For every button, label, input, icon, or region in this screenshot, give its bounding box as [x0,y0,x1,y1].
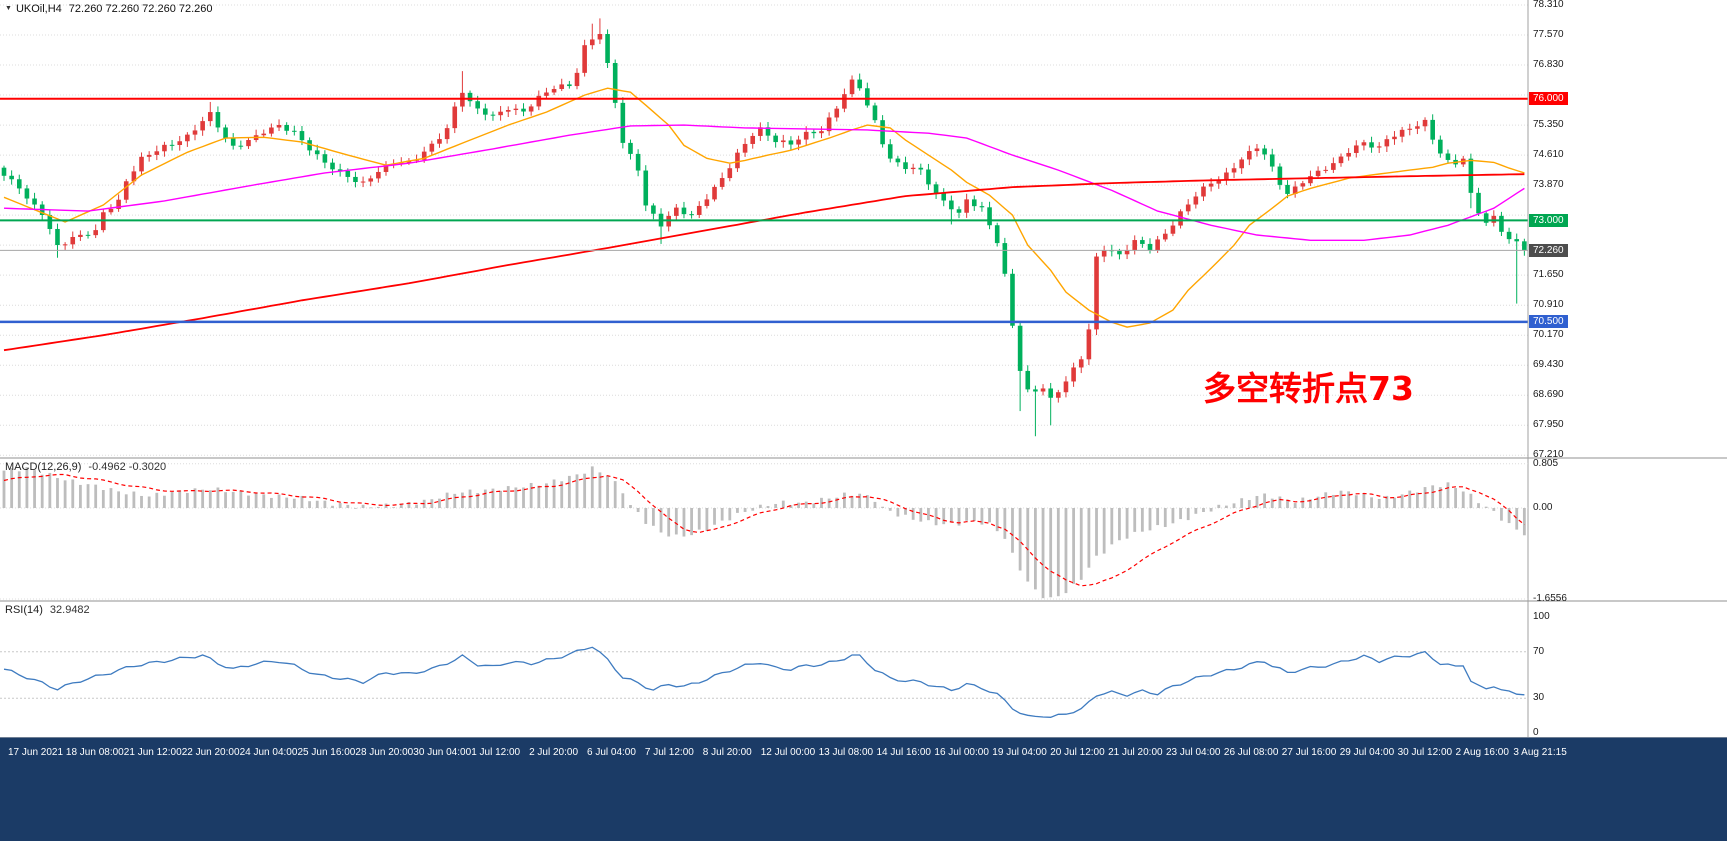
time-label: 12 Jul 00:00 [760,747,816,758]
last-price-badge: 72.260 [1529,243,1568,257]
macd-scale-tick: 0.00 [1533,502,1553,513]
time-label: 20 Jul 12:00 [1050,747,1105,758]
time-label: 21 Jul 20:00 [1108,747,1163,758]
time-label: 28 Jun 20:00 [355,747,414,758]
time-label: 27 Jul 16:00 [1281,747,1337,758]
time-label: 24 Jun 04:00 [239,747,298,758]
time-label: 16 Jul 00:00 [934,747,989,758]
rsi-scale-tick: 100 [1533,611,1550,622]
time-label: 21 Jun 12:00 [123,747,182,758]
price-tick: 68.690 [1533,389,1564,401]
rsi-indicator-name: RSI(14) [5,604,43,616]
rsi-scale-tick: 30 [1533,692,1545,704]
level-price-badge: 70.500 [1529,315,1568,329]
price-tick: 69.430 [1533,359,1564,371]
time-label: 3 Aug 21:15 [1513,747,1567,758]
price-tick: 67.950 [1533,419,1564,431]
price-tick: 70.170 [1533,329,1564,341]
rsi-indicator-value: 32.9482 [49,604,90,616]
macd-panel-label: MACD(12,26,9) -0.4962 -0.3020 [5,461,166,473]
symbol-info: ▼ UKOil,H4 72.260 72.260 72.260 72.260 [5,3,213,15]
price-tick: 74.610 [1533,149,1564,161]
annotation-text: 多空转折点73 [1203,369,1414,408]
price-tick: 67.210 [1533,449,1564,461]
time-label: 23 Jul 04:00 [1166,747,1221,758]
time-label: 19 Jul 04:00 [992,747,1047,758]
time-label: 14 Jul 16:00 [876,747,932,758]
rsi-scale-tick: 0 [1533,727,1539,738]
price-tick: 78.310 [1533,0,1564,10]
level-price-badge: 73.000 [1529,213,1568,227]
macd-indicator-name: MACD(12,26,9) [5,461,82,473]
time-label: 8 Jul 20:00 [702,747,752,758]
level-price-badge: 76.000 [1529,92,1568,106]
price-tick: 76.830 [1533,59,1564,71]
price-tick: 77.570 [1533,29,1564,41]
time-label: 26 Jul 08:00 [1223,747,1279,758]
macd-indicator-values: -0.4962 -0.3020 [88,461,167,473]
time-label: 29 Jul 04:00 [1339,747,1395,758]
time-label: 6 Jul 04:00 [587,747,636,758]
time-label: 18 Jun 08:00 [65,747,124,758]
time-label: 1 Jul 12:00 [471,747,521,758]
macd-scale-tick: -1.6556 [1533,593,1567,605]
rsi-scale-tick: 70 [1533,645,1545,657]
triangle-down-icon: ▼ [5,5,12,12]
price-tick: 73.870 [1533,179,1564,191]
time-label: 25 Jun 16:00 [297,747,356,758]
time-label: 17 Jun 2021 [8,747,64,758]
time-label: 13 Jul 08:00 [818,747,874,758]
time-label: 22 Jun 20:00 [181,747,240,758]
time-label: 30 Jun 04:00 [413,747,472,758]
time-label: 7 Jul 12:00 [644,747,694,758]
ohlc-quote: 72.260 72.260 72.260 72.260 [68,3,213,15]
time-label: 30 Jul 12:00 [1397,747,1453,758]
time-label: 2 Aug 16:00 [1455,747,1509,758]
time-axis[interactable]: 17 Jun 2021 18 Jun 08:00 21 Jun 12:00 22 Ju… [0,737,1727,841]
time-label: 2 Jul 20:00 [529,747,579,758]
price-tick: 75.350 [1533,119,1564,131]
macd-scale-tick: 0.805 [1533,457,1559,469]
price-tick: 71.650 [1533,269,1564,281]
price-tick: 70.910 [1533,299,1564,311]
rsi-panel-label: RSI(14) 32.9482 [5,604,90,616]
symbol-period-label: UKOil,H4 [15,3,62,15]
